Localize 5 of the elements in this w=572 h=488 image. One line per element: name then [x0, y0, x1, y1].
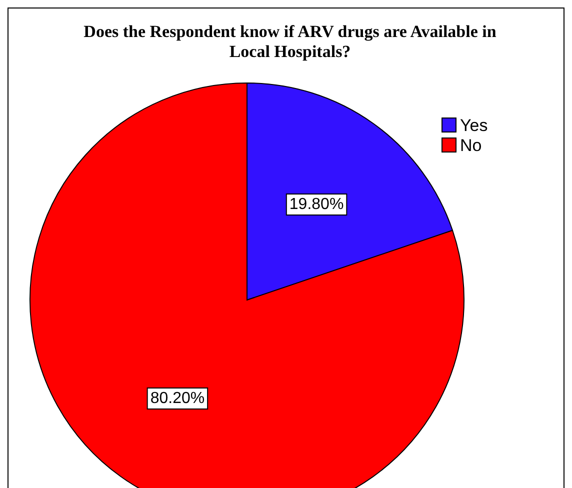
legend-label: Yes — [460, 116, 488, 135]
data-label: 19.80% — [289, 196, 344, 214]
legend-label: No — [460, 136, 482, 155]
chart-title: Does the Respondent know if ARV drugs are Available in Local Hospitals? — [84, 22, 497, 61]
data-label: 80.20% — [150, 390, 205, 407]
